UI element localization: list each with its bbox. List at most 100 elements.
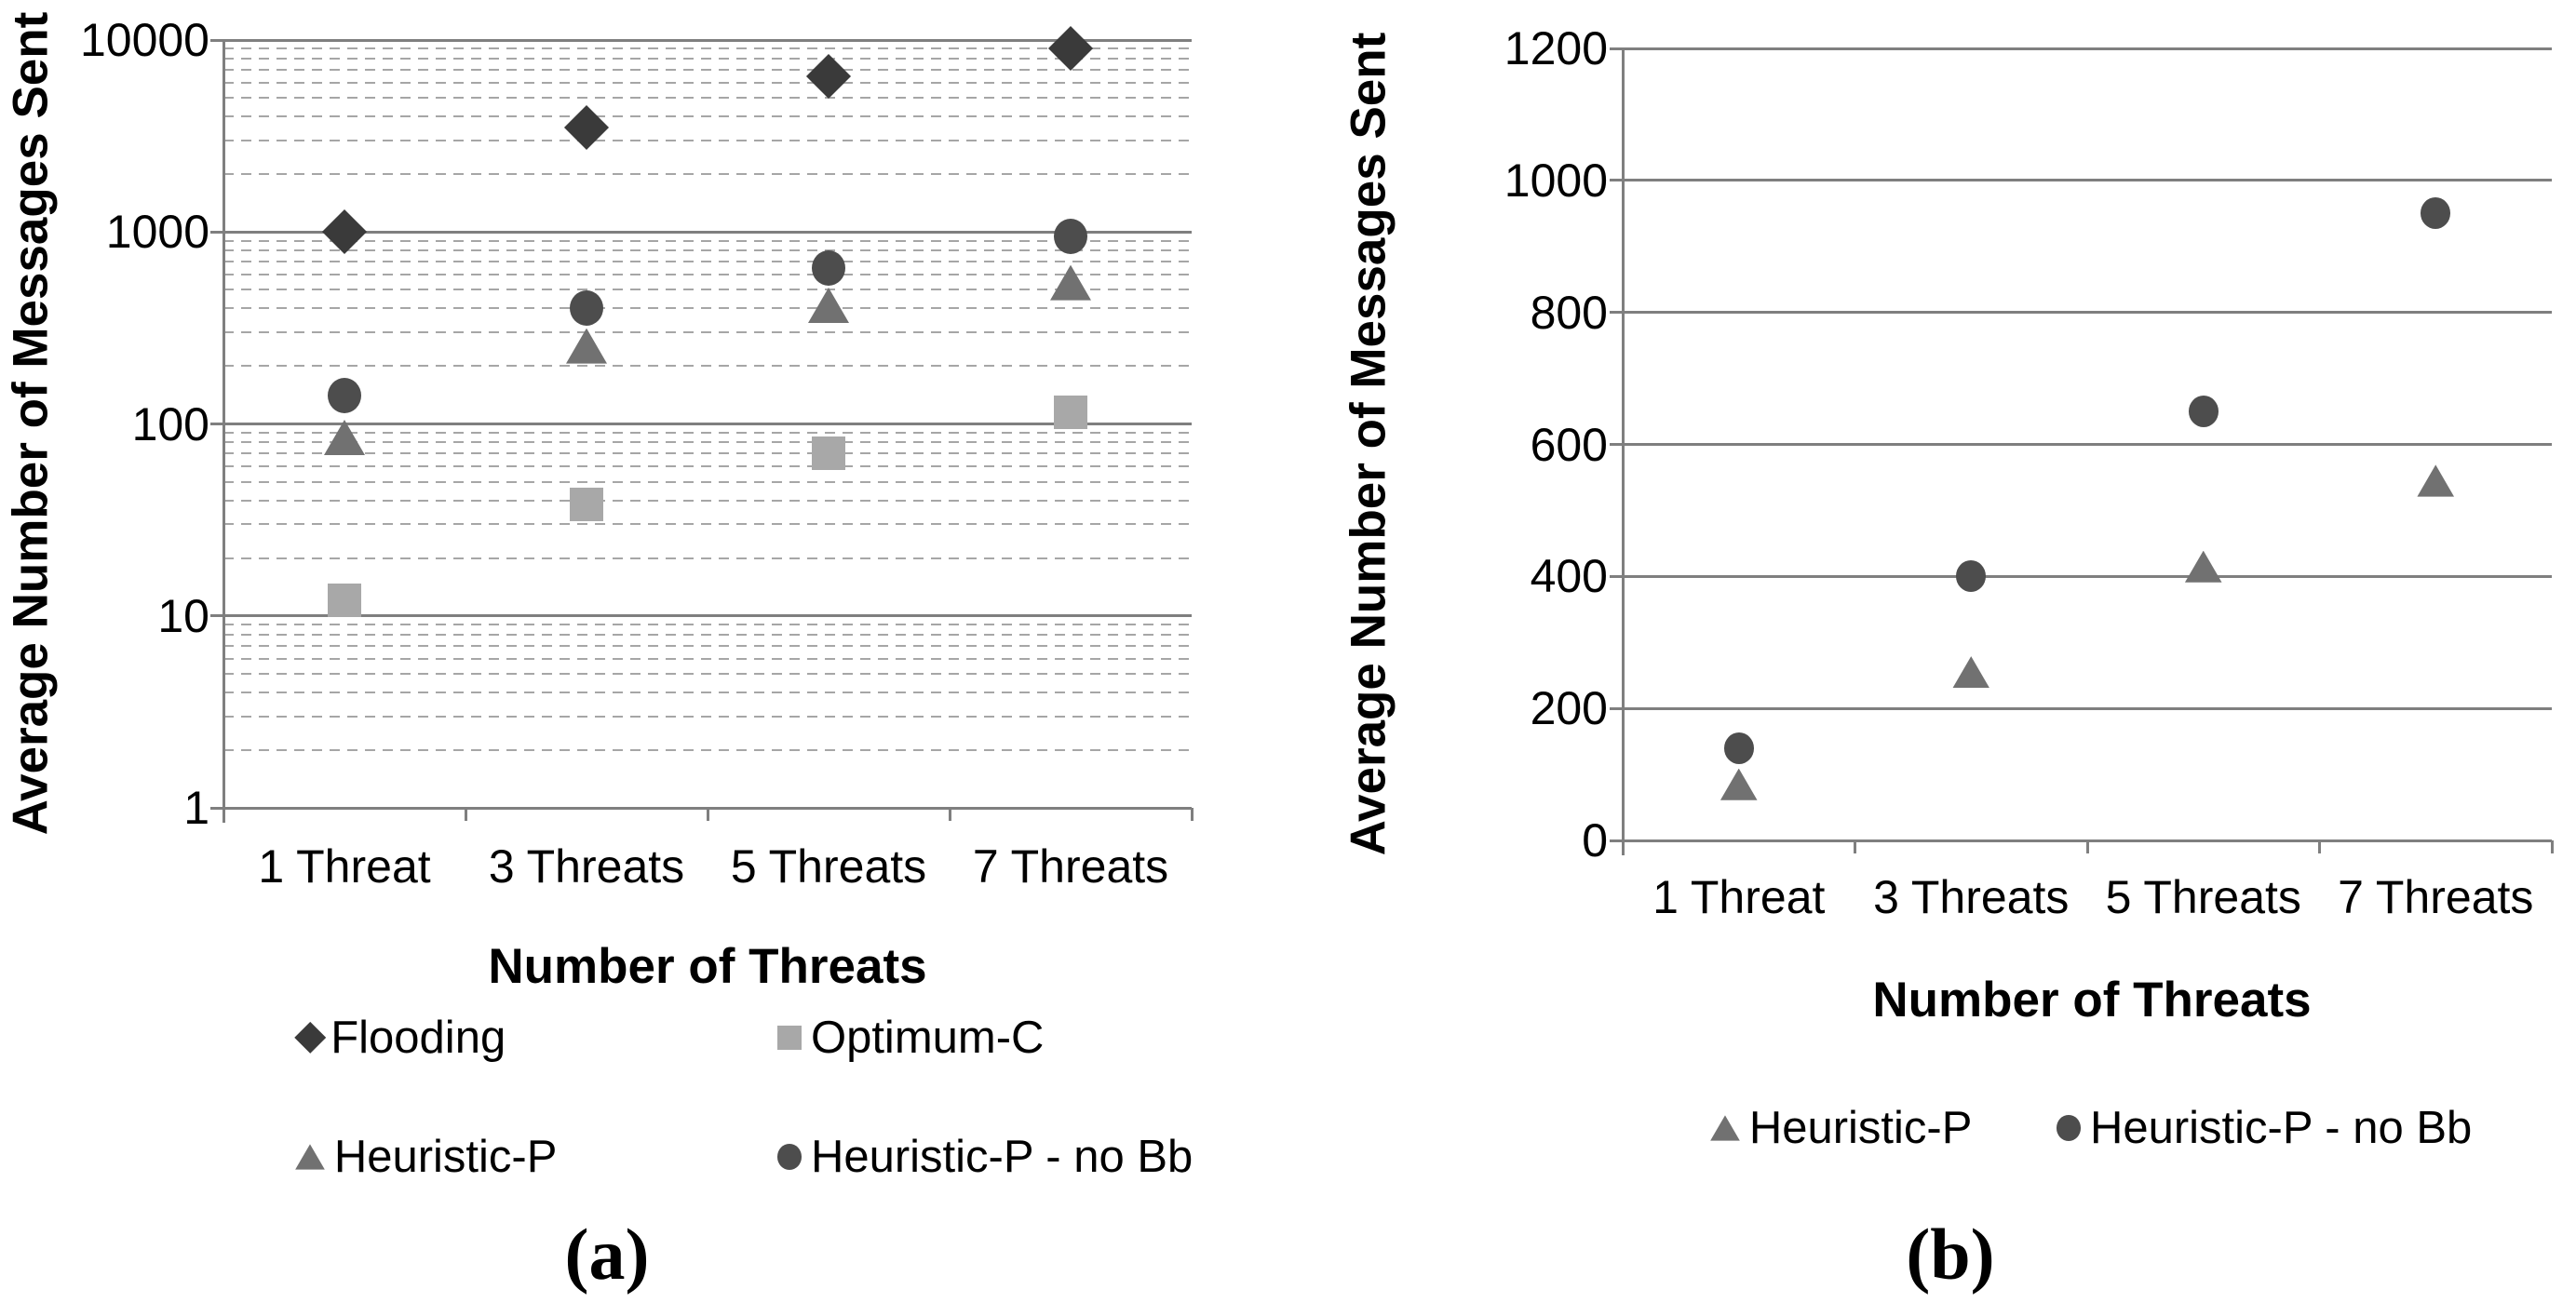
data-point-heuristic-p-1-threat <box>1720 768 1758 800</box>
gridline-minor <box>223 139 1192 141</box>
gridline-major <box>210 806 1192 810</box>
gridline-minor <box>223 633 1192 636</box>
gridline-minor <box>223 81 1192 84</box>
x-tick-label: 5 Threats <box>730 840 927 893</box>
legend-marker-heuristic-p-no-bb <box>777 1144 802 1170</box>
data-point-heuristic-p-no-bb-3-threats <box>570 290 603 327</box>
data-point-flooding-7-threats <box>1047 26 1094 72</box>
y-tick-label: 1 <box>183 782 209 834</box>
data-point-heuristic-p-no-bb-1-threat <box>1723 732 1754 764</box>
y-tick-label: 1200 <box>1504 22 1608 74</box>
y-axis-line <box>1621 48 1625 855</box>
legend-marker-heuristic-p <box>1710 1115 1740 1141</box>
gridline-minor <box>223 307 1192 310</box>
gridline-major <box>1610 311 2552 315</box>
data-point-heuristic-p-7-threats <box>2417 464 2455 497</box>
data-point-heuristic-p-3-threats <box>1952 656 1990 689</box>
gridline-minor <box>223 691 1192 693</box>
gridline-major <box>210 423 1192 425</box>
gridline-minor <box>223 68 1192 71</box>
data-point-heuristic-p-no-bb-5-threats <box>812 249 845 286</box>
legend-label-optimum-c: Optimum-C <box>810 1013 1045 1063</box>
legend-marker-heuristic-p <box>295 1144 325 1170</box>
gridline-minor <box>223 365 1192 368</box>
y-tick-label: 1000 <box>1504 154 1608 207</box>
data-point-heuristic-p-no-bb-7-threats <box>1054 218 1087 254</box>
caption-a: (a) <box>564 1214 650 1295</box>
gridline-minor <box>223 523 1192 526</box>
gridline-minor <box>223 431 1192 434</box>
legend-marker-flooding <box>293 1021 327 1054</box>
gridline-major <box>1610 706 2552 710</box>
x-tick-mark <box>1190 808 1194 821</box>
legend-marker-optimum-c <box>777 1026 802 1050</box>
y-axis-line <box>222 40 225 823</box>
data-point-heuristic-p-no-bb-5-threats <box>2188 395 2219 428</box>
gridline-minor <box>223 657 1192 660</box>
gridline-minor <box>223 239 1192 242</box>
data-point-optimum-c-1-threat <box>328 584 361 618</box>
x-tick-label: 7 Threats <box>2338 871 2534 923</box>
gridline-major <box>1610 179 2552 182</box>
y-tick-label: 10000 <box>79 14 209 66</box>
x-tick-mark <box>2318 840 2321 853</box>
caption-b: (b) <box>1906 1214 1995 1295</box>
data-point-heuristic-p-5-threats <box>808 288 849 324</box>
data-point-optimum-c-7-threats <box>1054 395 1087 429</box>
x-tick-label: 3 Threats <box>1873 871 2070 923</box>
data-point-heuristic-p-7-threats <box>1050 264 1091 301</box>
x-tick-mark <box>464 808 467 821</box>
data-point-heuristic-p-no-bb-7-threats <box>2421 197 2451 230</box>
gridline-major <box>1610 574 2552 578</box>
data-point-heuristic-p-5-threats <box>2184 550 2222 583</box>
x-tick-label: 3 Threats <box>488 840 685 893</box>
y-tick-label: 1000 <box>105 206 209 259</box>
y-tick-label: 10 <box>157 589 209 642</box>
gridline-minor <box>223 47 1192 50</box>
gridline-minor <box>223 331 1192 334</box>
gridline-minor <box>223 289 1192 291</box>
gridline-minor <box>223 452 1192 455</box>
gridline-major <box>210 614 1192 618</box>
gridline-minor <box>223 672 1192 675</box>
x-tick-mark <box>222 808 225 821</box>
legend-label-heuristic-p: Heuristic-P <box>333 1132 558 1182</box>
gridline-minor <box>223 274 1192 275</box>
x-tick-label: 1 Threat <box>258 840 431 893</box>
data-point-optimum-c-3-threats <box>570 488 603 522</box>
chart-b-x-axis-title: Number of Threats <box>1872 973 2312 1027</box>
y-tick-label: 800 <box>1530 286 1608 339</box>
gridline-minor <box>223 57 1192 60</box>
gridline-minor <box>223 499 1192 502</box>
y-tick-label: 400 <box>1530 550 1608 603</box>
y-tick-label: 200 <box>1530 682 1608 735</box>
x-tick-mark <box>948 808 951 821</box>
gridline-major <box>1610 839 2552 842</box>
legend-label-heuristic-p-no-bb: Heuristic-P - no Bb <box>810 1132 1194 1182</box>
gridline-major <box>1610 443 2552 446</box>
gridline-minor <box>223 624 1192 626</box>
x-tick-mark <box>2550 840 2554 853</box>
legend-label-heuristic-p: Heuristic-P <box>1748 1103 1973 1153</box>
x-tick-mark <box>1621 840 1625 853</box>
gridline-minor <box>223 173 1192 176</box>
x-tick-label: 1 Threat <box>1652 871 1826 923</box>
y-tick-label: 600 <box>1530 418 1608 471</box>
gridline-minor <box>223 249 1192 252</box>
gridline-minor <box>223 644 1192 647</box>
y-tick-label: 100 <box>131 397 209 450</box>
x-tick-mark <box>1854 840 1856 853</box>
x-tick-label: 5 Threats <box>2105 871 2301 923</box>
x-tick-mark <box>2085 840 2089 853</box>
gridline-minor <box>223 715 1192 718</box>
gridline-minor <box>223 465 1192 468</box>
data-point-flooding-1-threat <box>321 209 368 255</box>
gridline-major <box>1610 47 2552 50</box>
data-point-heuristic-p-3-threats <box>566 328 607 364</box>
gridline-minor <box>223 557 1192 559</box>
x-tick-label: 7 Threats <box>972 840 1169 893</box>
gridline-minor <box>223 97 1192 100</box>
gridline-major <box>210 38 1192 42</box>
legend-label-heuristic-p-no-bb: Heuristic-P - no Bb <box>2089 1103 2473 1153</box>
